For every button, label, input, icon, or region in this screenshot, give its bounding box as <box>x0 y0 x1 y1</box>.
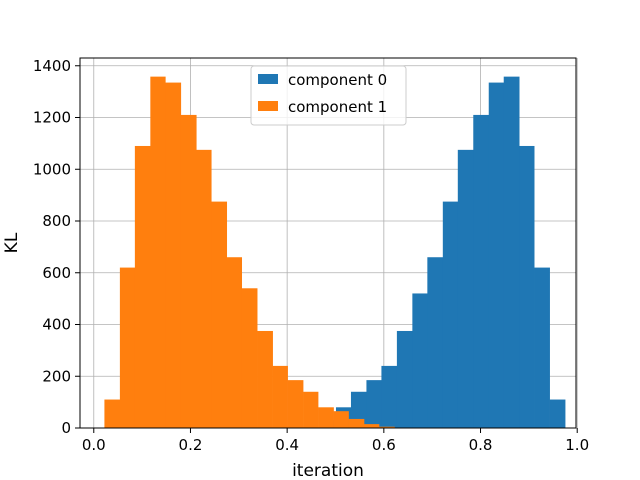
histogram-bar-component-0 <box>442 201 459 428</box>
histogram-bars <box>104 76 566 429</box>
x-tick-label: 1.0 <box>565 436 589 454</box>
legend-swatch-component-1 <box>258 101 278 111</box>
histogram-bar-component-0 <box>534 267 550 428</box>
x-tick-label: 0.2 <box>179 436 203 454</box>
histogram-bar-component-0 <box>412 293 428 428</box>
histogram-bar-component-1 <box>196 149 212 428</box>
histogram-bar-component-0 <box>473 114 490 428</box>
x-tick-label: 0.4 <box>275 436 299 454</box>
histogram-bar-component-1 <box>333 411 349 428</box>
histogram-bar-component-1 <box>364 424 380 428</box>
y-tick-label: 1400 <box>33 57 71 75</box>
histogram-bar-component-1 <box>241 288 258 428</box>
histogram-bar-component-1 <box>150 76 166 429</box>
x-tick-label: 0.8 <box>469 436 493 454</box>
y-tick-label: 0 <box>61 419 71 437</box>
y-tick-label: 1200 <box>33 109 71 127</box>
histogram-bar-component-1 <box>303 391 319 428</box>
histogram-bar-component-1 <box>318 407 334 428</box>
y-tick-label: 800 <box>42 212 71 230</box>
y-axis-label: KL <box>2 232 22 253</box>
histogram-bar-component-1 <box>272 365 288 428</box>
x-tick-label: 0.0 <box>82 436 106 454</box>
histogram-bar-component-0 <box>488 82 505 429</box>
histogram-bar-component-1 <box>119 267 136 428</box>
histogram-bar-component-1 <box>257 330 273 428</box>
histogram-bar-component-1 <box>165 82 182 429</box>
histogram-bar-component-1 <box>226 257 243 428</box>
axes-spines <box>79 57 577 429</box>
histogram-bar-component-1 <box>348 418 365 428</box>
histogram-bar-component-1 <box>180 114 197 428</box>
histogram-bar-component-0 <box>549 399 566 428</box>
histogram-bar-component-0 <box>427 257 444 428</box>
y-tick-label: 1000 <box>33 160 71 178</box>
x-axis-label: iteration <box>292 461 364 480</box>
y-tick-label: 400 <box>42 316 71 334</box>
legend-label-component-1: component 1 <box>288 98 387 116</box>
y-tick-label: 600 <box>42 264 71 282</box>
histogram-bar-component-0 <box>366 380 382 428</box>
histogram-bar-component-1 <box>379 426 395 428</box>
x-axis-ticks: 0.0 0.2 0.4 0.6 0.8 1.0 <box>82 428 589 454</box>
histogram-bar-component-0 <box>519 145 535 428</box>
x-tick-label: 0.6 <box>372 436 396 454</box>
legend-swatch-component-0 <box>258 74 278 84</box>
axes-frame <box>79 57 577 429</box>
y-axis-ticks: 0 200 400 600 800 1000 1200 1400 <box>33 57 80 437</box>
legend: component 0 component 1 <box>250 65 407 126</box>
histogram-bar-component-0 <box>381 365 398 428</box>
legend-label-component-0: component 0 <box>288 71 387 89</box>
histogram-bar-component-0 <box>457 149 474 428</box>
histogram-bar-component-1 <box>287 380 304 428</box>
histogram-bar-component-1 <box>211 201 228 428</box>
histogram-bar-component-1 <box>104 399 121 428</box>
y-tick-label: 200 <box>42 367 71 385</box>
histogram-bar-component-1 <box>134 145 151 428</box>
histogram-bar-component-0 <box>396 330 413 428</box>
histogram-bar-component-0 <box>503 76 520 429</box>
legend-box <box>250 65 407 126</box>
